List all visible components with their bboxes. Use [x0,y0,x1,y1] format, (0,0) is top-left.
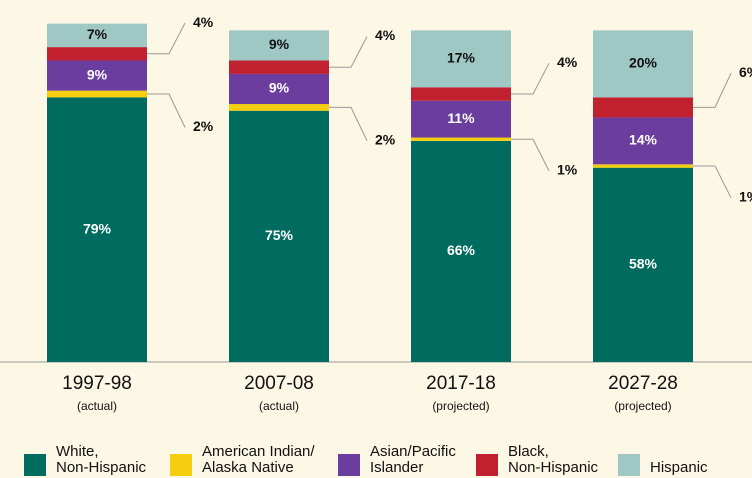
data-label: 11% [447,110,475,126]
leader-line [511,138,550,172]
x-tick-note: (actual) [77,399,117,413]
data-label: 79% [83,220,112,236]
bar-segment [593,30,693,98]
data-label: 4% [375,27,396,43]
legend-item: Hispanic [618,436,708,476]
leader-line [693,73,732,108]
bar-segment [47,47,147,61]
data-label: 7% [87,26,108,42]
data-label: 58% [629,256,658,272]
legend-label: Asian/Pacific Islander [370,443,456,476]
data-label: 20% [629,55,658,71]
bar-segment [593,97,693,118]
data-label: 2% [375,131,396,147]
x-tick-label: 2027-28 [608,373,678,394]
x-tick-note: (projected) [432,399,489,413]
data-label: 17% [447,50,476,66]
data-label: 6% [739,64,752,80]
bar-segment [47,90,147,98]
bar-segment [411,100,511,138]
legend-swatch [618,454,640,476]
legend-label: American Indian/ Alaska Native [202,443,315,476]
bar-segment [229,60,329,74]
x-tick-note: (actual) [259,399,299,413]
bar-segment [411,140,511,362]
legend-item: American Indian/ Alaska Native [170,436,315,476]
legend-label: Black, Non-Hispanic [508,443,599,476]
data-label: 1% [557,162,578,178]
leader-line [147,22,186,55]
data-label: 9% [269,80,290,96]
bar-segment [593,167,693,362]
bar-segment [229,73,329,105]
leader-line [511,63,550,95]
leader-line [147,93,186,128]
legend-item: Asian/Pacific Islander [338,436,456,476]
bar-segment [229,30,329,61]
legend: White, Non-Hispanic American Indian/ Alas… [0,436,752,478]
bar-segment [47,23,147,48]
data-label: 4% [557,54,578,70]
legend-item: Black, Non-Hispanic [476,436,598,476]
x-tick-note: (projected) [614,399,671,413]
bar-segment [411,87,511,101]
data-label: 14% [629,132,658,148]
leader-line [329,36,368,68]
legend-swatch [170,454,192,476]
bar-segment [47,60,147,91]
data-label: 1% [739,188,752,204]
bar-segment [411,137,511,141]
bar-segment [411,30,511,88]
bar-segment [593,117,693,165]
x-tick-label: 2007-08 [244,373,314,394]
data-label: 4% [193,14,214,30]
data-label: 2% [193,118,214,134]
data-label: 75% [265,227,294,243]
bar-segment [229,104,329,111]
bar-segment [593,164,693,168]
data-label: 9% [87,66,108,82]
legend-label: White, Non-Hispanic [56,443,147,476]
bar-segment [229,110,329,362]
chart: 1997-98 (actual) 79% 2% 9% 4% 7% 2007-08 (actual… [0,14,752,413]
data-label: 66% [447,242,476,258]
legend-swatch [24,454,46,476]
legend-swatch [338,454,360,476]
x-tick-label: 1997-98 [62,373,132,394]
legend-label: Hispanic [650,459,708,476]
leader-line [693,165,732,198]
legend-swatch [476,454,498,476]
data-label: 9% [269,36,290,52]
bar-segment [47,97,147,362]
x-tick-label: 2017-18 [426,373,496,394]
leader-line [329,106,368,141]
legend-item: White, Non-Hispanic [24,436,146,476]
